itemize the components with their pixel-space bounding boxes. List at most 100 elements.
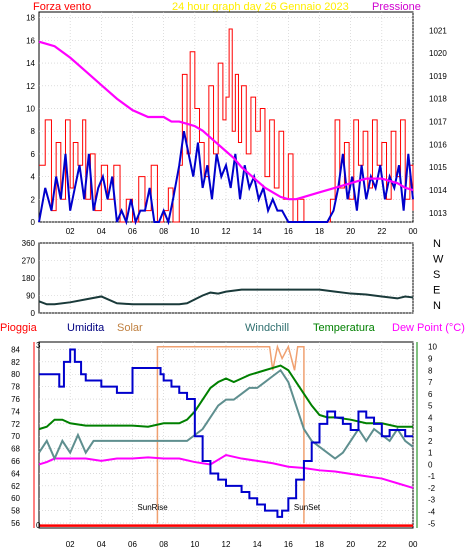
- x-tick-label: 08: [159, 227, 168, 236]
- y-right-tick-label: -3: [428, 496, 436, 505]
- y-left-tick-label: 68: [11, 445, 20, 454]
- x-tick-label: 10: [190, 227, 199, 236]
- y-left-tick-label: 58: [11, 507, 20, 516]
- y-left-tick-label: 6: [31, 150, 36, 159]
- y-left-tick-label: 18: [26, 14, 35, 23]
- legend-label: Dew Point (°C): [392, 322, 465, 334]
- x-tick-label: 20: [346, 540, 355, 549]
- chart-title: 24 hour graph day 26 Gennaio 2023: [172, 1, 349, 13]
- y-tick-label: 0: [31, 309, 36, 318]
- wind-series: [38, 28, 414, 226]
- x-tick-label: 06: [128, 540, 137, 549]
- rain-min-label: 0: [36, 521, 41, 530]
- x-tick-label: 00: [409, 540, 418, 549]
- y-left-tick-label: 12: [26, 82, 35, 91]
- series-line-wind-speed: [39, 28, 414, 223]
- wind-axis-label: Forza vento: [33, 1, 91, 13]
- y-left-tick-label: 82: [11, 358, 20, 367]
- y-right-tick-label: 1019: [429, 72, 447, 81]
- x-tick-label: 18: [315, 227, 324, 236]
- x-tick-label: 14: [253, 540, 262, 549]
- legend-label: Temperatura: [313, 322, 376, 334]
- temperature-series: SunRise SunSet: [38, 344, 414, 527]
- compass-label: N: [433, 238, 441, 250]
- y-right-tick-label: -2: [428, 484, 436, 493]
- x-tick-label: 20: [346, 227, 355, 236]
- wind-ticks: 02 04 06 08 10 12 14 16 18 20 22 000246810121416181…: [26, 14, 447, 236]
- x-tick-label: 02: [66, 540, 75, 549]
- y-tick-label: 90: [26, 292, 35, 301]
- y-left-tick-label: 14: [26, 59, 35, 68]
- y-left-tick-label: 8: [31, 127, 36, 136]
- legend-label: Pioggia: [0, 322, 38, 334]
- x-tick-label: 10: [190, 540, 199, 549]
- series-line-temperatura: [38, 364, 413, 431]
- y-left-tick-label: 2: [31, 195, 36, 204]
- y-tick-label: 270: [22, 257, 36, 266]
- series-line-solar: [156, 344, 305, 524]
- temperature-legend: Pioggia Umidita Solar Windchill Temperatura D…: [0, 322, 465, 334]
- x-tick-label: 16: [284, 227, 293, 236]
- legend-label: Solar: [117, 322, 143, 334]
- compass-label: E: [433, 285, 440, 297]
- direction-grid: [39, 242, 414, 314]
- y-right-tick-label: 9: [428, 354, 433, 363]
- x-tick-label: 08: [159, 540, 168, 549]
- x-tick-label: 02: [66, 227, 75, 236]
- sunset-label: SunSet: [294, 503, 321, 512]
- series-line-raffica: [38, 130, 414, 226]
- compass-label: S: [433, 269, 440, 281]
- y-left-tick-label: 0: [31, 218, 36, 227]
- y-right-tick-label: 0: [428, 460, 433, 469]
- x-tick-label: 12: [222, 540, 231, 549]
- direction-series: [38, 288, 414, 306]
- x-tick-label: 22: [377, 227, 386, 236]
- y-right-tick-label: 1021: [429, 26, 447, 35]
- y-right-tick-label: 3: [428, 425, 433, 434]
- y-right-tick-label: 7: [428, 378, 433, 387]
- x-tick-label: 18: [315, 540, 324, 549]
- y-right-tick-label: 2: [428, 437, 433, 446]
- y-right-tick-label: 1016: [429, 140, 447, 149]
- y-left-tick-label: 78: [11, 383, 20, 392]
- x-tick-label: 22: [377, 540, 386, 549]
- y-left-tick-label: 62: [11, 482, 20, 491]
- y-left-tick-label: 80: [11, 370, 20, 379]
- y-left-tick-label: 10: [26, 104, 35, 113]
- y-left-tick-label: 76: [11, 395, 20, 404]
- y-right-tick-label: 5: [428, 402, 433, 411]
- series-line-windchill: [38, 368, 414, 462]
- y-right-tick-label: 6: [428, 390, 433, 399]
- y-right-tick-label: 8: [428, 366, 433, 375]
- y-right-tick-label: -4: [428, 508, 436, 517]
- series-line-direction: [38, 288, 414, 306]
- series-line-dew-point: [38, 453, 414, 489]
- y-right-tick-label: 4: [428, 413, 433, 422]
- y-right-tick-label: 1014: [429, 186, 447, 195]
- y-left-tick-label: 16: [26, 36, 35, 45]
- x-tick-label: 04: [97, 227, 106, 236]
- y-right-tick-label: -1: [428, 472, 436, 481]
- y-right-tick-label: 1020: [429, 49, 447, 58]
- y-left-tick-label: 74: [11, 407, 20, 416]
- y-tick-label: 180: [22, 274, 36, 283]
- y-right-tick-label: 1013: [429, 209, 447, 218]
- y-left-tick-label: 64: [11, 469, 20, 478]
- y-right-tick-label: 1018: [429, 95, 447, 104]
- y-left-tick-label: 60: [11, 494, 20, 503]
- y-left-tick-label: 4: [31, 173, 36, 182]
- legend-label: Umidita: [67, 322, 105, 334]
- y-left-tick-label: 70: [11, 432, 20, 441]
- compass-label: N: [433, 300, 441, 312]
- y-right-tick-label: 1017: [429, 118, 447, 127]
- x-tick-label: 00: [409, 227, 418, 236]
- x-tick-label: 06: [128, 227, 137, 236]
- y-tick-label: 360: [22, 239, 36, 248]
- y-left-tick-label: 72: [11, 420, 20, 429]
- rain-max-label: 3: [36, 341, 41, 350]
- y-right-tick-label: 1: [428, 449, 433, 458]
- y-left-tick-label: 66: [11, 457, 20, 466]
- series-line-umidita: [39, 348, 413, 518]
- series-line-pressione: [38, 40, 414, 201]
